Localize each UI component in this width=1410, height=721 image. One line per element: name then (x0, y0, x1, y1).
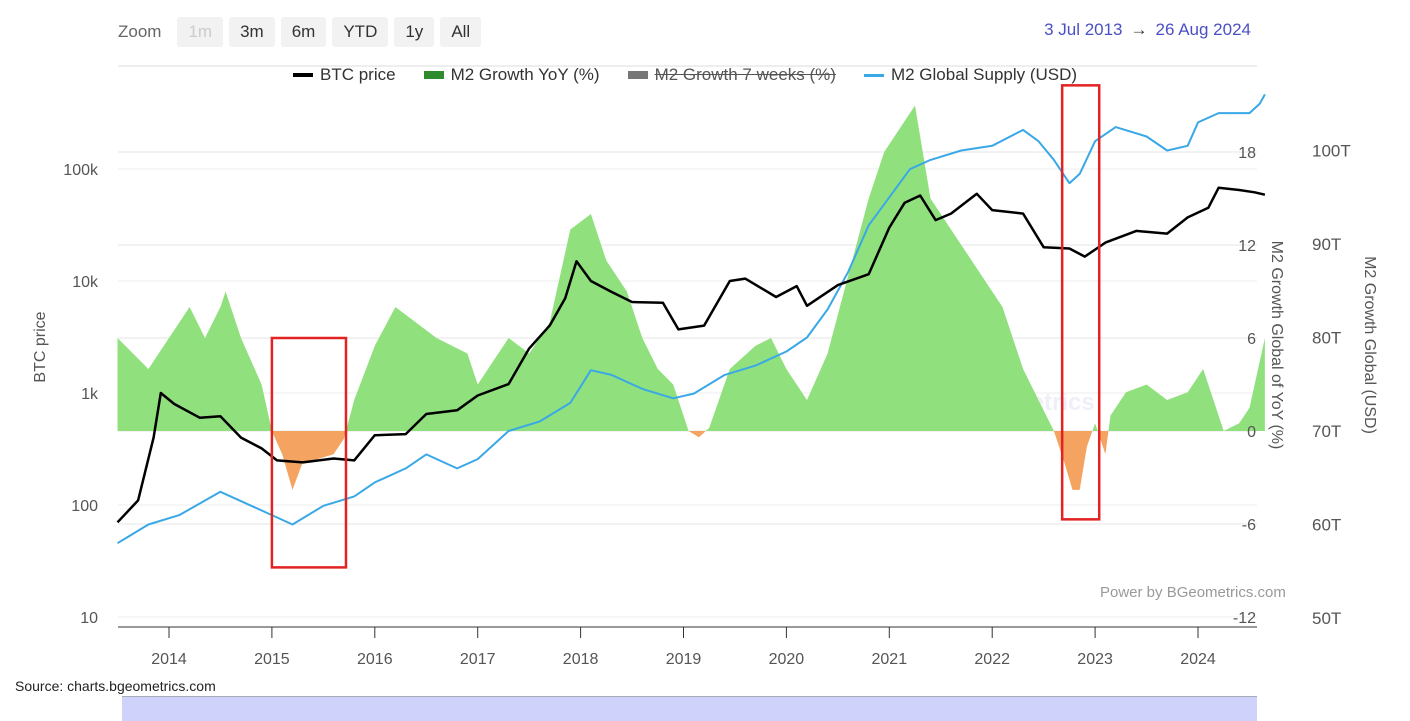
y-left-tick-label: 10k (72, 274, 99, 291)
legend-item-m2-supply[interactable]: M2 Global Supply (USD) (863, 65, 1078, 85)
x-tick-label: 2018 (563, 651, 599, 668)
y-right-supply-tick-label: 60T (1312, 516, 1341, 535)
highlight-box-2 (1060, 84, 1101, 521)
m2-supply-line[interactable] (116, 93, 1266, 545)
m2-yoy-negative-area[interactable] (117, 106, 1265, 490)
x-tick-label: 2015 (254, 651, 290, 668)
y-right-yoy-tick-label: 18 (1238, 145, 1256, 162)
zoom-ytd-button[interactable]: YTD (332, 17, 389, 47)
credit-text[interactable]: Power by BGeometrics.com (1100, 584, 1286, 601)
legend-swatch-m2-yoy (423, 71, 444, 79)
range-from[interactable]: 3 Jul 2013 (1044, 20, 1123, 39)
legend-label: M2 Global Supply (USD) (890, 65, 1078, 84)
legend-label: M2 Growth 7 weeks (%) (654, 65, 836, 84)
zoom-label: Zoom (118, 22, 162, 41)
x-tick-label: 2020 (769, 651, 805, 668)
date-range: 3 Jul 2013 → 26 Aug 2024 (1044, 20, 1251, 40)
y-left-tick-label: 100 (71, 498, 98, 515)
zoom-all-button[interactable]: All (440, 17, 482, 47)
legend-item-m2-7weeks[interactable]: M2 Growth 7 weeks (%) (627, 65, 836, 85)
highlight-box-1 (270, 336, 348, 569)
y-left-tick-label: 10 (80, 610, 98, 627)
m2-yoy-positive-area[interactable] (117, 105, 1265, 490)
legend-item-m2-yoy[interactable]: M2 Growth YoY (%) (423, 65, 600, 85)
x-tick-label: 2016 (357, 651, 393, 668)
zoom-toolbar: Zoom 1m 3m 6m YTD 1y All (118, 17, 482, 47)
x-tick-label: 2019 (666, 651, 702, 668)
y-right-yoy-tick-label: -12 (1233, 610, 1256, 627)
legend-swatch-m2-supply (863, 73, 884, 77)
range-to[interactable]: 26 Aug 2024 (1155, 20, 1251, 39)
y-right-supply-tick-label: 70T (1312, 422, 1341, 441)
y-right-yoy-tick-label: 6 (1247, 331, 1256, 348)
y-right-supply-tick-label: 80T (1312, 329, 1341, 348)
y-right-supply-tick-label: 100T (1312, 142, 1351, 161)
y-right-yoy-tick-label: -6 (1242, 517, 1256, 534)
navigator-scrollbar[interactable] (122, 696, 1257, 721)
range-arrow: → (1130, 20, 1148, 39)
y-left-tick-label: 1k (81, 386, 99, 403)
x-tick-label: 2014 (151, 651, 187, 668)
y-right-yoy-tick-label: 12 (1238, 238, 1256, 255)
y-right-yoy-axis-title: M2 Growth Global of YoY (%) (1268, 241, 1285, 450)
zoom-1m-button[interactable]: 1m (177, 17, 224, 47)
y-right-supply-tick-label: 50T (1312, 609, 1341, 628)
legend-swatch-btc (293, 73, 313, 77)
legend-swatch-m2-7weeks (627, 71, 648, 79)
zoom-6m-button[interactable]: 6m (280, 17, 327, 47)
y-right-yoy-tick-label: 0 (1247, 424, 1256, 441)
x-tick-label: 2021 (872, 651, 908, 668)
legend-item-btc[interactable]: BTC price (293, 65, 396, 85)
y-left-tick-label: 100k (63, 162, 99, 179)
zoom-1y-button[interactable]: 1y (394, 17, 435, 47)
legend-label: M2 Growth YoY (%) (450, 65, 600, 84)
x-tick-label: 2024 (1180, 651, 1216, 668)
legend: BTC price M2 Growth YoY (%) M2 Growth 7 … (293, 65, 1077, 85)
x-tick-label: 2017 (460, 651, 496, 668)
source-text: Source: charts.bgeometrics.com (15, 678, 216, 694)
legend-label: BTC price (320, 65, 396, 84)
y-left-axis-title: BTC price (32, 311, 49, 382)
y-right-supply-tick-label: 90T (1312, 235, 1341, 254)
zoom-3m-button[interactable]: 3m (229, 17, 275, 47)
y-right-supply-axis-title: M2 Growth Global (USD) (1361, 256, 1378, 434)
x-tick-label: 2023 (1077, 651, 1113, 668)
x-tick-label: 2022 (974, 651, 1010, 668)
btc-price-line[interactable] (116, 186, 1266, 524)
